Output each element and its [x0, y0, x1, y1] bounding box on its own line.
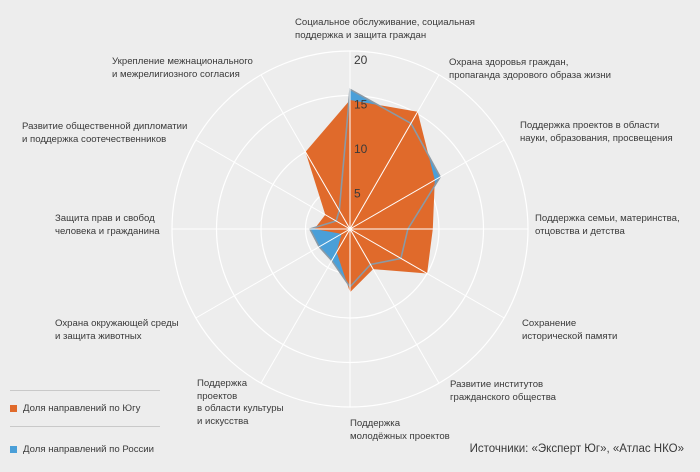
spoke-line [349, 228, 440, 384]
axis-label: Сохранение исторической памяти [522, 318, 618, 342]
legend-item-russia: Доля направлений по России [10, 444, 154, 455]
axis-label: Развитие институтов гражданского обществ… [450, 379, 557, 403]
legend-divider [10, 390, 160, 391]
legend-item-south: Доля направлений по Югу [10, 403, 140, 414]
tick-label: 20 [354, 53, 368, 67]
radar-spokes [172, 51, 528, 407]
radial-tick-labels: 5 10 15 20 [354, 53, 368, 201]
axis-label: Поддержка проектов в области культуры и … [197, 378, 284, 427]
spoke-line [195, 228, 351, 319]
axis-label: Поддержка молодёжных проектов [350, 418, 450, 442]
series-area-south [305, 100, 435, 293]
spoke-line [195, 139, 351, 230]
legend-divider [10, 426, 160, 427]
legend-swatch-russia [10, 445, 17, 453]
axis-label: Поддержка проектов в области науки, обра… [520, 120, 673, 144]
tick-label: 10 [354, 142, 368, 156]
axis-label: Развитие общественной дипломатии и подде… [22, 121, 188, 145]
spoke-line [349, 228, 505, 319]
tick-label: 5 [354, 187, 361, 201]
tick-label: 15 [354, 98, 368, 112]
spoke-line [260, 74, 351, 230]
axis-label: Защита прав и свобод человека и граждани… [55, 213, 160, 237]
spoke-line [349, 74, 440, 230]
axis-label: Укрепление межнационального и межрелигио… [112, 56, 253, 80]
radar-series-layer [305, 87, 442, 293]
axis-label: Охрана здоровья граждан, пропаганда здор… [449, 57, 611, 81]
axis-label: Охрана окружающей среды и защита животны… [55, 318, 179, 342]
legend-swatch-south [10, 404, 17, 412]
spoke-line [349, 139, 505, 230]
legend-label-russia: Доля направлений по России [23, 444, 155, 455]
spoke-line [260, 228, 351, 384]
axis-label: Поддержка семьи, материнства, отцовства … [535, 213, 680, 237]
axis-label: Социальное обслуживание, социальная подд… [295, 17, 475, 41]
source-note: Источники: «Эксперт Юг», «Атлас НКО» [469, 443, 684, 455]
legend-label-south: Доля направлений по Югу [23, 403, 141, 414]
